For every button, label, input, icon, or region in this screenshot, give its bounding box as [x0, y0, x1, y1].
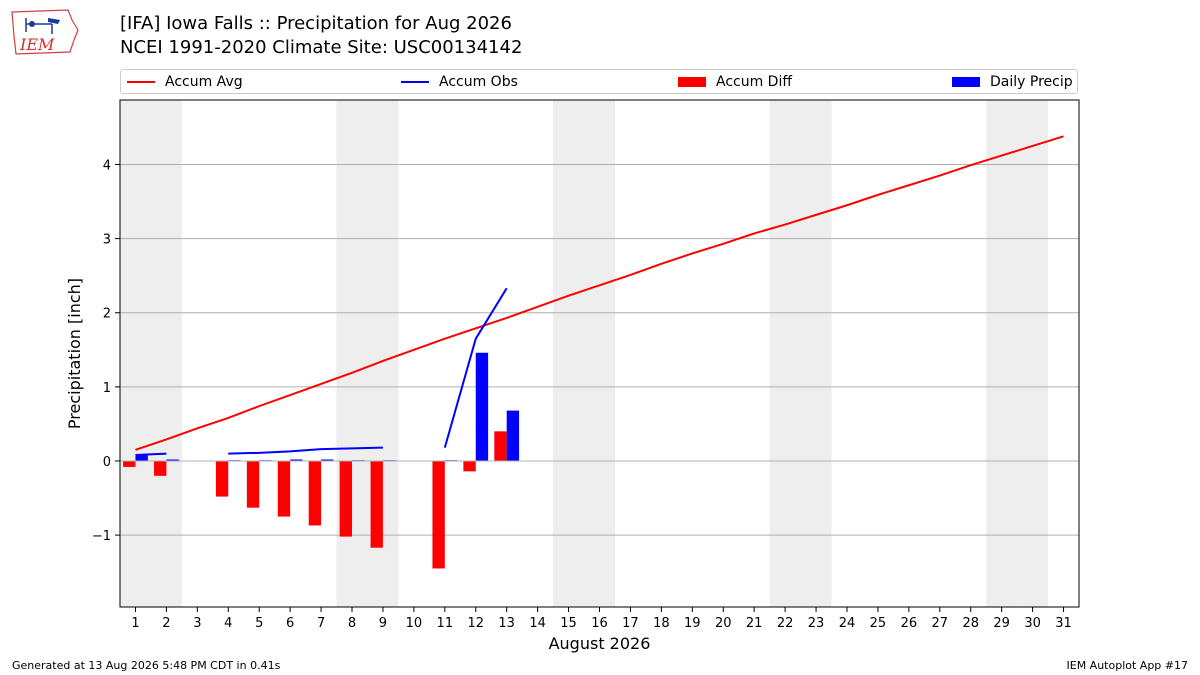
x-tick-label: 21	[746, 616, 763, 631]
legend-label-daily-precip: Daily Precip	[990, 74, 1073, 90]
accum-obs-line-segment	[228, 446, 383, 455]
legend-item-daily-precip: Daily Precip	[952, 73, 1073, 91]
x-tick-label: 19	[684, 616, 701, 631]
legend-label-accum-obs: Accum Obs	[439, 74, 518, 90]
x-tick-label: 30	[1024, 616, 1041, 631]
accum-diff-bar	[494, 431, 507, 461]
x-tick-label: 6	[286, 616, 294, 631]
legend-item-accum-avg: Accum Avg	[127, 73, 243, 91]
y-tick-label: −1	[92, 529, 111, 544]
legend-swatch-daily-precip	[952, 77, 980, 87]
x-tick-label: 9	[379, 616, 387, 631]
y-axis-label: Precipitation [inch]	[65, 278, 84, 429]
legend-swatch-accum-diff	[678, 77, 706, 87]
x-tick-label: 31	[1055, 616, 1072, 631]
accum-avg-line	[135, 135, 1064, 451]
x-tick-label: 8	[348, 616, 356, 631]
y-tick-label: 2	[103, 307, 111, 322]
x-tick-label: 17	[622, 616, 639, 631]
x-tick-label: 14	[529, 616, 546, 631]
x-tick-label: 13	[498, 616, 515, 631]
weekend-shade-day-16	[584, 100, 615, 607]
x-tick-label: 12	[467, 616, 484, 631]
chart-subtitle: NCEI 1991-2020 Climate Site: USC00134142	[120, 37, 523, 58]
legend-label-accum-diff: Accum Diff	[716, 74, 793, 90]
x-tick-label: 16	[591, 616, 608, 631]
accum-obs-line-segment	[443, 287, 508, 448]
x-tick-label: 22	[777, 616, 794, 631]
daily-precip-bar	[290, 459, 303, 461]
weekend-shade-day-15	[553, 100, 585, 607]
x-tick-label: 2	[162, 616, 170, 631]
x-tick-label: 26	[901, 616, 918, 631]
y-tick-label: 3	[103, 233, 111, 248]
legend-label-accum-avg: Accum Avg	[165, 74, 243, 90]
y-tick-label: 4	[103, 158, 111, 173]
accum-diff-bar	[339, 460, 353, 537]
accum-diff-bar	[246, 460, 260, 508]
daily-precip-bar	[321, 459, 334, 461]
x-tick-label: 24	[839, 616, 856, 631]
x-tick-label: 10	[406, 616, 423, 631]
y-tick-label: 1	[103, 381, 111, 396]
weekend-shade-day-30	[1017, 100, 1049, 607]
x-tick-label: 25	[870, 616, 887, 631]
weekend-shade-day-1	[120, 100, 151, 607]
weekend-shade-day-2	[150, 100, 182, 607]
x-tick-label: 15	[560, 616, 577, 631]
accum-diff-bar	[463, 460, 476, 472]
weekend-shade-day-29	[986, 100, 1018, 607]
accum-diff-bar	[154, 460, 167, 476]
x-tick-label: 3	[193, 616, 201, 631]
daily-precip-bar	[166, 459, 179, 461]
chart-title: [IFA] Iowa Falls :: Precipitation for Au…	[120, 13, 512, 34]
daily-precip-bar	[135, 455, 148, 461]
x-tick-label: 4	[224, 616, 232, 631]
accum-diff-bar	[123, 460, 136, 467]
weekend-shade-day-23	[800, 100, 832, 607]
legend-swatch-accum-avg	[127, 81, 155, 83]
daily-precip-bar	[506, 410, 520, 461]
x-tick-label: 18	[653, 616, 670, 631]
logo-text: IEM	[19, 35, 55, 54]
iem-logo: IEM	[8, 6, 80, 58]
accum-diff-bar	[370, 460, 383, 548]
x-axis-label: August 2026	[549, 634, 651, 653]
iowa-map-logo-icon: IEM	[11, 9, 79, 55]
daily-precip-bar	[475, 352, 489, 461]
x-tick-label: 29	[993, 616, 1010, 631]
legend-item-accum-diff: Accum Diff	[678, 73, 792, 91]
weekend-shade-day-22	[769, 100, 801, 607]
accum-obs-line-segment	[135, 452, 167, 457]
x-tick-label: 27	[932, 616, 949, 631]
x-tick-label: 23	[808, 616, 825, 631]
x-tick-label: 28	[962, 616, 979, 631]
x-tick-label: 20	[715, 616, 732, 631]
accum-diff-bar	[215, 460, 229, 497]
footer-generated-text: Generated at 13 Aug 2026 5:48 PM CDT in …	[12, 659, 281, 672]
x-tick-label: 1	[131, 616, 139, 631]
chart-legend: Accum Avg Accum Obs Accum Diff Daily Pre…	[120, 69, 1078, 94]
footer-app-text: IEM Autoplot App #17	[1066, 659, 1189, 672]
accum-diff-bar	[432, 460, 445, 569]
x-tick-label: 5	[255, 616, 263, 631]
x-tick-label: 11	[437, 616, 454, 631]
accum-diff-bar	[277, 460, 291, 517]
legend-swatch-accum-obs	[401, 81, 429, 83]
legend-item-accum-obs: Accum Obs	[401, 73, 518, 91]
x-tick-label: 7	[317, 616, 325, 631]
accum-diff-bar	[308, 460, 322, 526]
y-tick-label: 0	[103, 455, 111, 470]
